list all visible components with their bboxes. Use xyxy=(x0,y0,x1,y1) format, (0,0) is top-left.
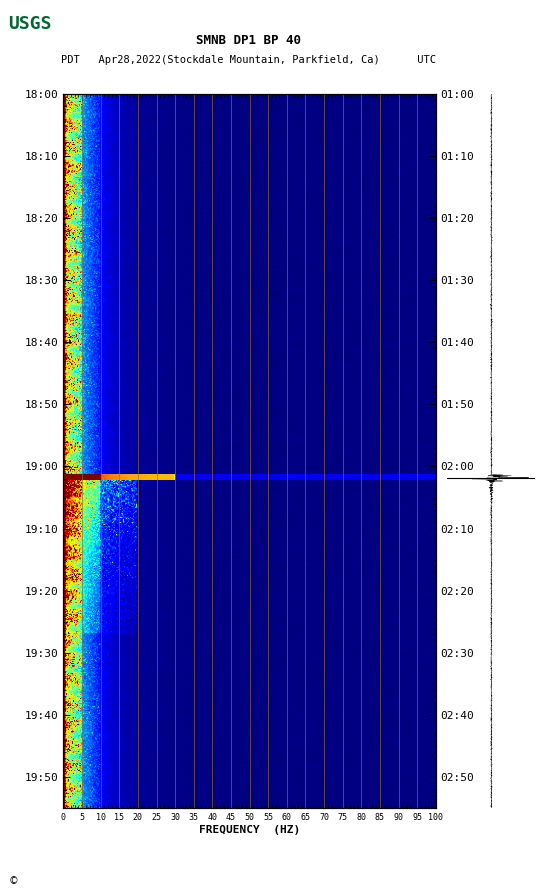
Text: USGS: USGS xyxy=(8,15,52,33)
X-axis label: FREQUENCY  (HZ): FREQUENCY (HZ) xyxy=(199,825,300,835)
Text: SMNB DP1 BP 40: SMNB DP1 BP 40 xyxy=(196,34,301,46)
Text: PDT   Apr28,2022(Stockdale Mountain, Parkfield, Ca)      UTC: PDT Apr28,2022(Stockdale Mountain, Parkf… xyxy=(61,54,436,65)
Text: ©: © xyxy=(8,876,18,886)
